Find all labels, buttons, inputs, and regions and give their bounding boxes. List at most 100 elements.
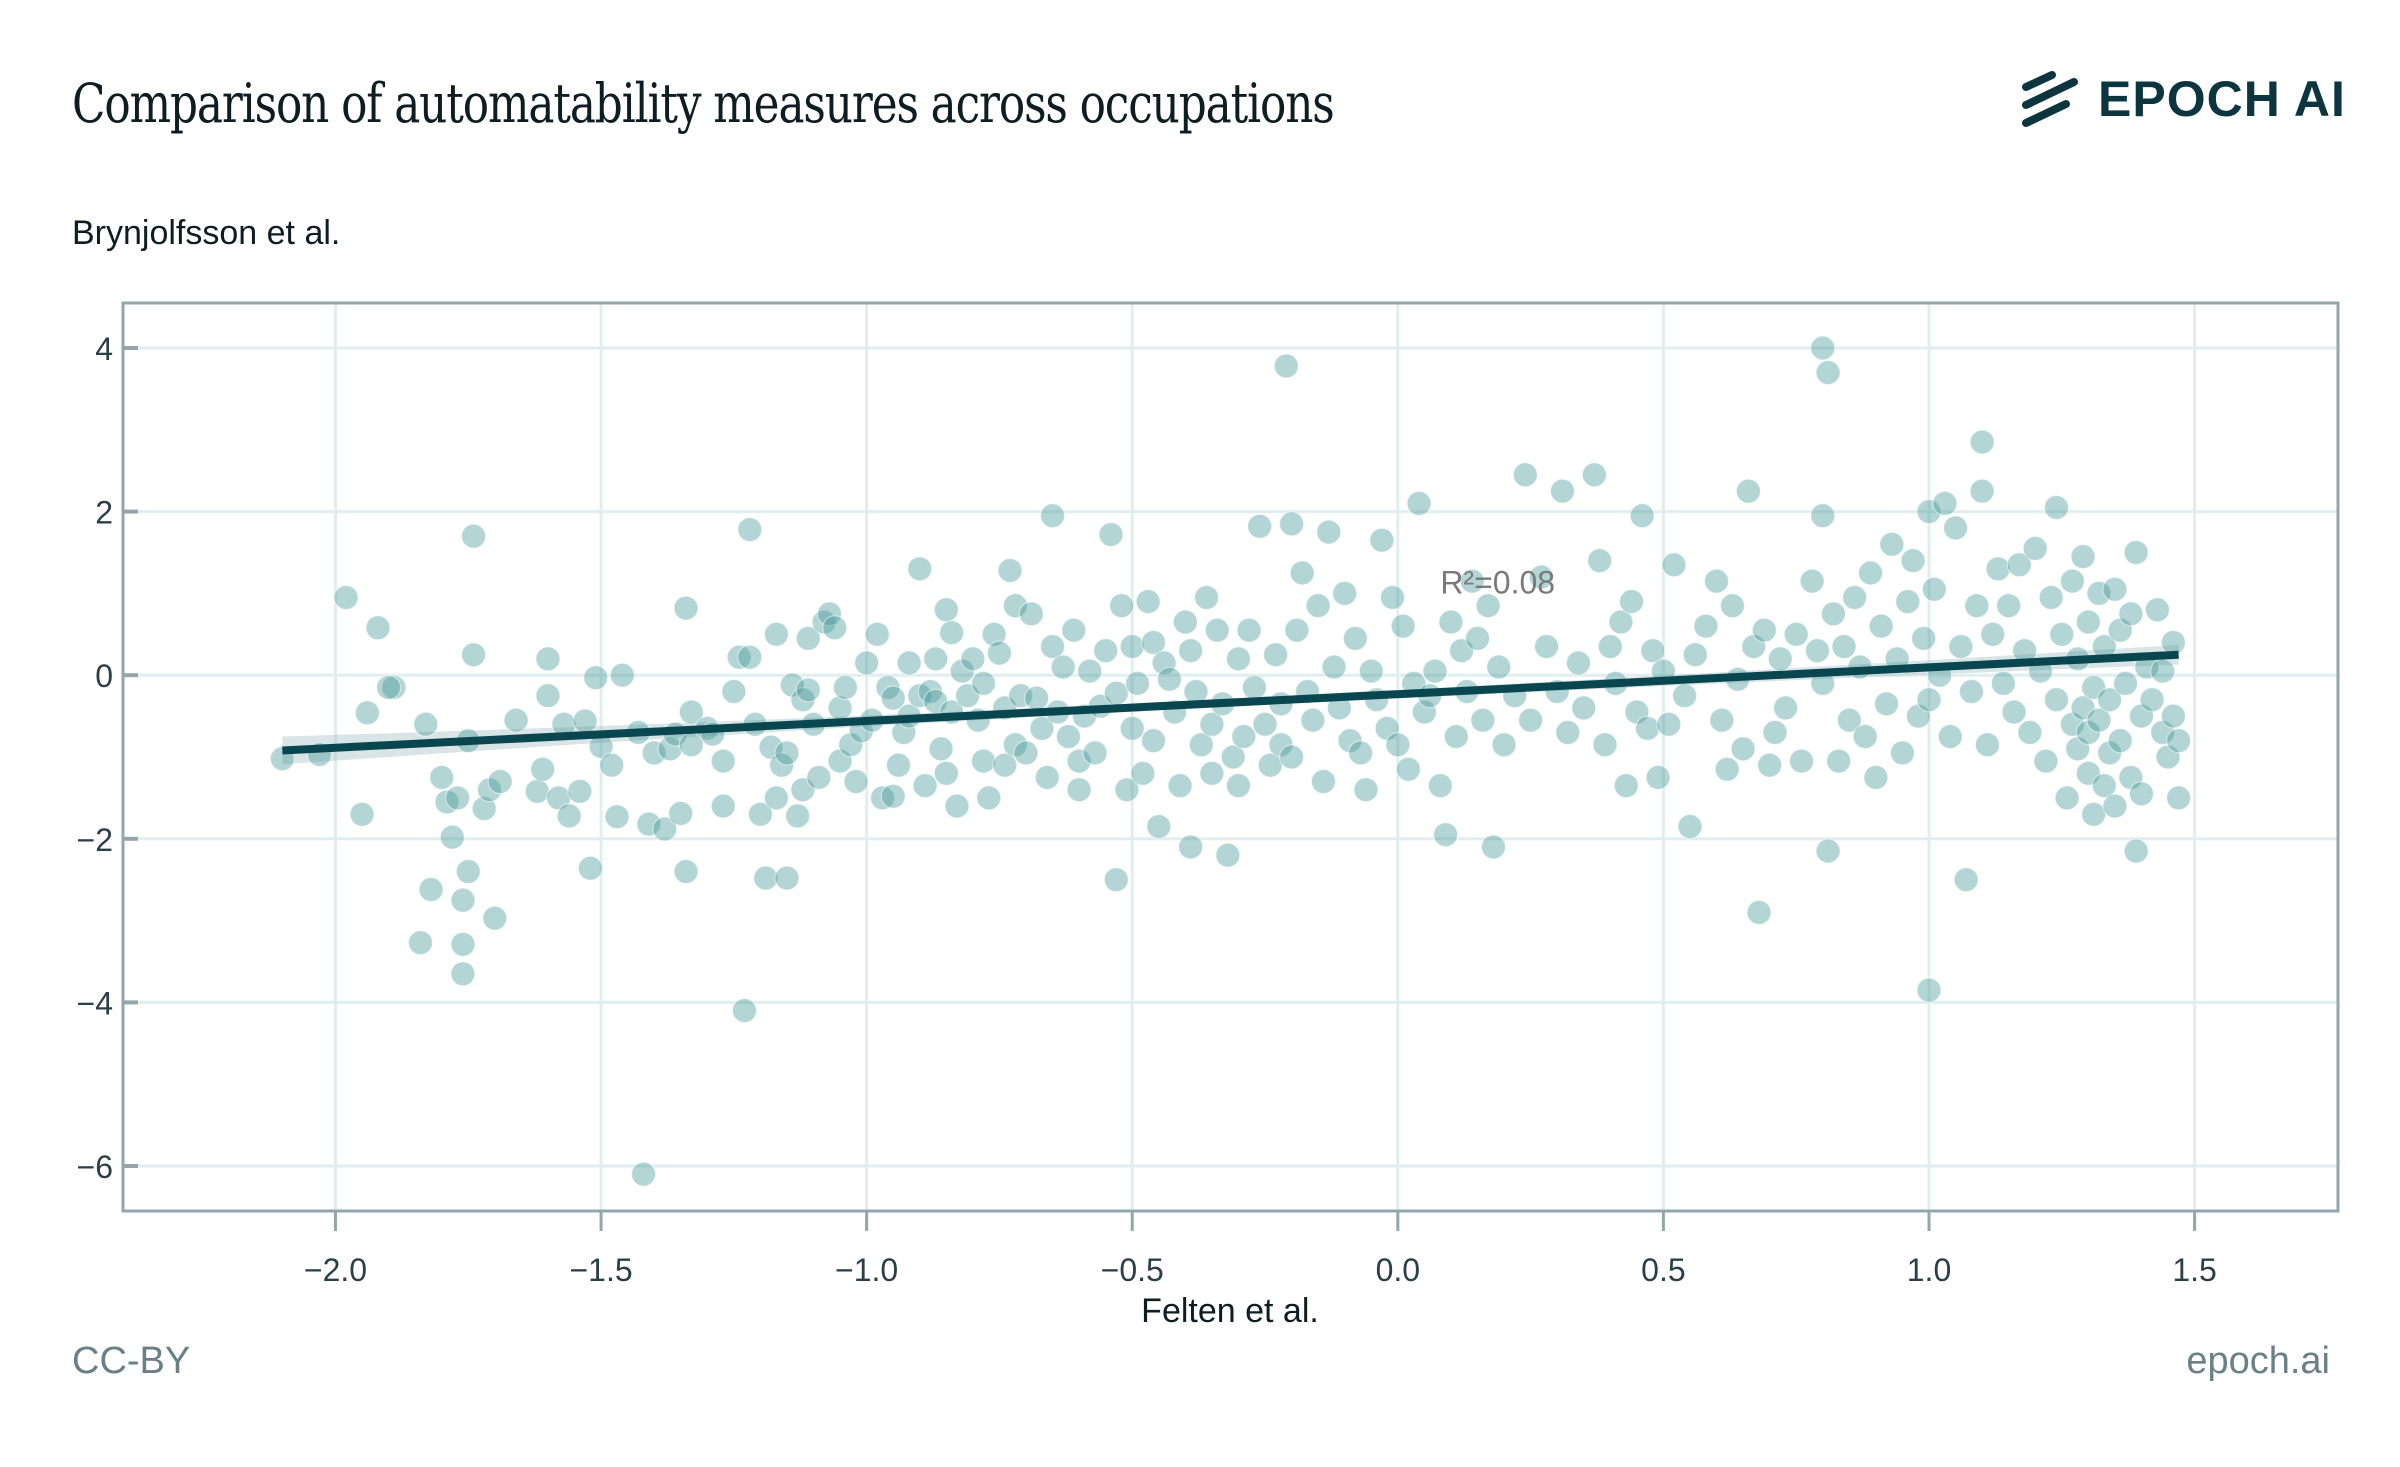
data-point [1719,593,1746,619]
plot-frame [121,301,2340,1213]
data-point [1751,617,1777,643]
data-point [939,620,965,646]
data-point [726,644,752,670]
data-point [992,752,1018,778]
data-point [1895,588,1921,615]
epoch-logo-icon [2022,71,2078,127]
data-point [1597,633,1623,660]
data-point [1321,654,1347,680]
data-point [784,803,811,829]
data-point [535,646,561,672]
data-point [450,931,476,957]
data-point [737,516,763,543]
data-point [1990,670,2016,696]
data-point [1815,359,1841,386]
y-tick-label: 2 [95,495,113,531]
data-point [2001,699,2027,725]
data-point [1889,740,1916,766]
data-point [1390,613,1416,639]
data-point [2166,728,2192,754]
data-point [460,642,487,668]
data-point [1172,609,1198,635]
data-point [2075,609,2101,635]
data-point [907,556,933,582]
data-point [2022,535,2048,562]
data-point [880,783,906,809]
data-point [1863,764,1889,791]
data-point [2123,838,2149,864]
brand-logo: EPOCH AI [2020,70,2346,128]
data-point [779,672,805,698]
data-point [636,811,662,837]
data-point [668,800,694,827]
data-point [2128,781,2155,807]
data-point [1730,736,1756,762]
data-point [1369,527,1395,553]
data-point [599,752,625,778]
data-point [1316,519,1342,545]
data-point [1587,548,1613,574]
r-squared-annotation: R²=0.08 [1440,564,1555,600]
data-point [1629,503,1655,529]
data-point [1278,744,1305,770]
data-point [1640,638,1666,664]
data-point [1135,588,1161,615]
data-point [604,804,630,830]
data-point [1231,723,1257,750]
data-point [1613,773,1639,799]
data-point [2086,707,2112,733]
data-point [418,876,444,903]
x-tick-label: 0.0 [1376,1252,1420,1288]
data-point [460,523,487,549]
data-point [1533,633,1560,660]
data-point [1799,568,1825,594]
data-point [2059,568,2086,594]
data-point [1332,580,1358,606]
site-link[interactable]: epoch.ai [2186,1340,2330,1382]
data-point [1836,707,1862,733]
data-point [1225,646,1252,672]
data-point [1459,568,1485,594]
data-point [2017,719,2043,746]
data-point [1199,760,1225,786]
data-point [1427,773,1453,799]
data-point [1921,576,1947,602]
data-point [1109,593,1135,619]
plot-border [121,301,2340,1213]
data-point [806,764,832,791]
data-point [630,1161,657,1187]
data-point [710,793,736,819]
data-point [2091,773,2117,799]
data-point [1937,723,1963,750]
data-point [1008,683,1034,709]
data-point [1395,756,1422,782]
data-point [1156,666,1183,692]
data-point [1900,548,1926,574]
data-point [1082,740,1108,766]
data-point [721,678,747,705]
data-point [1263,642,1289,668]
data-point [960,646,986,672]
data-point [731,997,758,1024]
y-tick-label: −6 [77,1149,113,1185]
data-point [1433,822,1459,848]
data-point [1608,609,1634,635]
data-point [1077,658,1103,684]
data-point [1358,658,1384,684]
data-point [583,665,609,691]
data-point [970,748,997,774]
data-point [2043,494,2070,521]
data-point [1709,707,1735,733]
data-point [763,621,789,647]
data-point [1948,633,1974,660]
data-point [896,650,922,676]
data-point [1831,633,1857,660]
data-point [1980,621,2006,647]
data-point [774,740,800,766]
data-point [753,865,779,891]
data-point [997,557,1023,584]
data-point [907,683,933,709]
data-point [1103,867,1129,893]
data-point [1592,732,1618,758]
data-point [1220,744,1246,770]
